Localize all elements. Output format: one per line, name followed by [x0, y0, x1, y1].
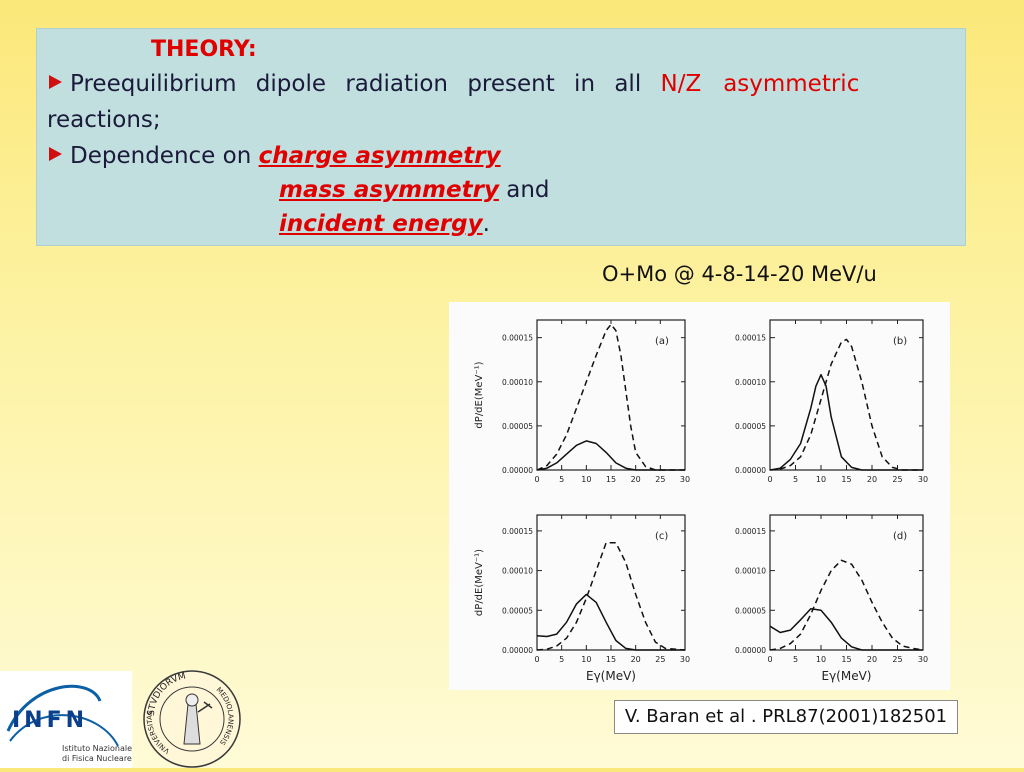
emph-mass-asymmetry: mass asymmetry	[279, 177, 499, 203]
period-text: .	[482, 211, 490, 237]
university-seal: STVDIORVM MEDIOLANENSIS VNIVERSITAS	[132, 664, 252, 768]
x-tick-label: 25	[892, 655, 902, 664]
dashed-series-line	[536, 323, 685, 471]
reference-box: V. Baran et al . PRL87(2001)182501	[614, 700, 958, 734]
y-tick-label: 0.00015	[502, 527, 533, 536]
infn-logo-graphic: INFN Istituto Nazionale di Fisica Nuclea…	[6, 684, 132, 763]
x-tick-label: 25	[892, 475, 902, 484]
x-tick-label: 10	[581, 475, 591, 484]
y-tick-label: 0.00010	[735, 567, 766, 576]
x-tick-label: 15	[606, 655, 616, 664]
infn-logo-line1: Istituto Nazionale	[62, 744, 132, 753]
y-tick-label: 0.00005	[502, 422, 533, 431]
y-axis-label: dP/dE(MeV⁻¹)	[474, 549, 485, 616]
x-tick-label: 20	[631, 475, 641, 484]
panel-label: (b)	[893, 336, 907, 347]
x-tick-label: 0	[534, 475, 539, 484]
line3: mass asymmetry and	[279, 177, 550, 203]
panel-label: (d)	[893, 531, 907, 542]
x-tick-label: 30	[918, 475, 928, 484]
x-tick-label: 15	[841, 475, 851, 484]
y-tick-label: 0.00000	[502, 466, 533, 475]
arrow-bullet-icon	[49, 75, 62, 89]
x-tick-label: 0	[534, 655, 539, 664]
x-tick-label: 30	[680, 655, 690, 664]
y-tick-label: 0.00005	[502, 606, 533, 615]
line2-text: Dependence on	[70, 143, 259, 169]
line1-nz: N/Z	[660, 71, 702, 97]
y-tick-label: 0.00000	[735, 466, 766, 475]
x-tick-label: 30	[918, 655, 928, 664]
y-tick-label: 0.00015	[735, 334, 766, 343]
infn-logo-line2: di Fisica Nucleare	[62, 754, 132, 763]
theory-box: THEORY: Preequilibrium dipole radiation …	[36, 28, 966, 246]
and-text: and	[498, 177, 550, 203]
spectra-chart: 0 5 10 15 20 25 30 0.00000 0.00005 0.00010 0.00015…	[474, 319, 928, 683]
figure-panels: 0 5 10 15 20 25 30 0.00000 0.00005 0.00010 0.00015…	[449, 302, 950, 690]
x-tick-label: 5	[793, 655, 798, 664]
x-tick-label: 20	[867, 655, 877, 664]
y-tick-label: 0.00010	[502, 378, 533, 387]
bullet-line-2: Dependence on charge asymmetry	[49, 143, 501, 169]
y-tick-label: 0.00005	[735, 606, 766, 615]
theory-title: THEORY:	[151, 37, 257, 62]
y-tick-label: 0.00015	[502, 334, 533, 343]
emph-charge-asymmetry: charge asymmetry	[258, 143, 501, 169]
solid-series-line	[536, 593, 685, 651]
x-tick-label: 15	[841, 655, 851, 664]
x-tick-label: 20	[631, 655, 641, 664]
emph-incident-energy: incident energy	[279, 211, 483, 237]
x-tick-label: 10	[816, 475, 826, 484]
x-tick-label: 25	[655, 475, 665, 484]
infn-logo: INFN Istituto Nazionale di Fisica Nuclea…	[0, 671, 132, 768]
panel-label: (a)	[655, 336, 669, 347]
x-tick-label: 5	[559, 655, 564, 664]
dashed-series-line	[769, 338, 923, 471]
x-tick-label: 5	[559, 475, 564, 484]
seal-graphic: STVDIORVM MEDIOLANENSIS VNIVERSITAS	[143, 670, 241, 768]
x-tick-label: 10	[581, 655, 591, 664]
arrow-bullet-icon	[49, 147, 62, 161]
x-tick-label: 25	[655, 655, 665, 664]
solid-series-line	[536, 440, 685, 471]
y-tick-label: 0.00000	[735, 646, 766, 655]
x-tick-label: 0	[767, 655, 772, 664]
y-axis-label: dP/dE(MeV⁻¹)	[474, 361, 485, 428]
line1-text: Preequilibrium dipole radiation present …	[70, 71, 661, 97]
y-tick-label: 0.00010	[735, 378, 766, 387]
y-tick-label: 0.00005	[735, 422, 766, 431]
x-axis-label: Eγ(MeV)	[822, 669, 872, 683]
y-tick-label: 0.00000	[502, 646, 533, 655]
x-axis-label: Eγ(MeV)	[586, 669, 636, 683]
x-tick-label: 20	[867, 475, 877, 484]
bullet-line-1: Preequilibrium dipole radiation present …	[49, 71, 953, 97]
x-tick-label: 15	[606, 475, 616, 484]
line1-continuation: reactions;	[47, 107, 161, 133]
x-tick-label: 30	[680, 475, 690, 484]
y-tick-label: 0.00015	[735, 527, 766, 536]
x-tick-label: 5	[793, 475, 798, 484]
solid-series-line	[769, 607, 923, 651]
line1-asymmetric: asymmetric	[723, 71, 860, 97]
x-tick-label: 0	[767, 475, 772, 484]
panel-label: (c)	[655, 531, 668, 542]
dashed-series-line	[536, 542, 686, 651]
y-tick-label: 0.00010	[502, 567, 533, 576]
solid-series-line	[769, 373, 923, 471]
x-tick-label: 10	[816, 655, 826, 664]
infn-logo-name: INFN	[12, 708, 88, 733]
line4: incident energy.	[279, 211, 490, 237]
figure-caption: O+Mo @ 4-8-14-20 MeV/u	[602, 262, 877, 286]
dashed-series-line	[769, 559, 924, 651]
